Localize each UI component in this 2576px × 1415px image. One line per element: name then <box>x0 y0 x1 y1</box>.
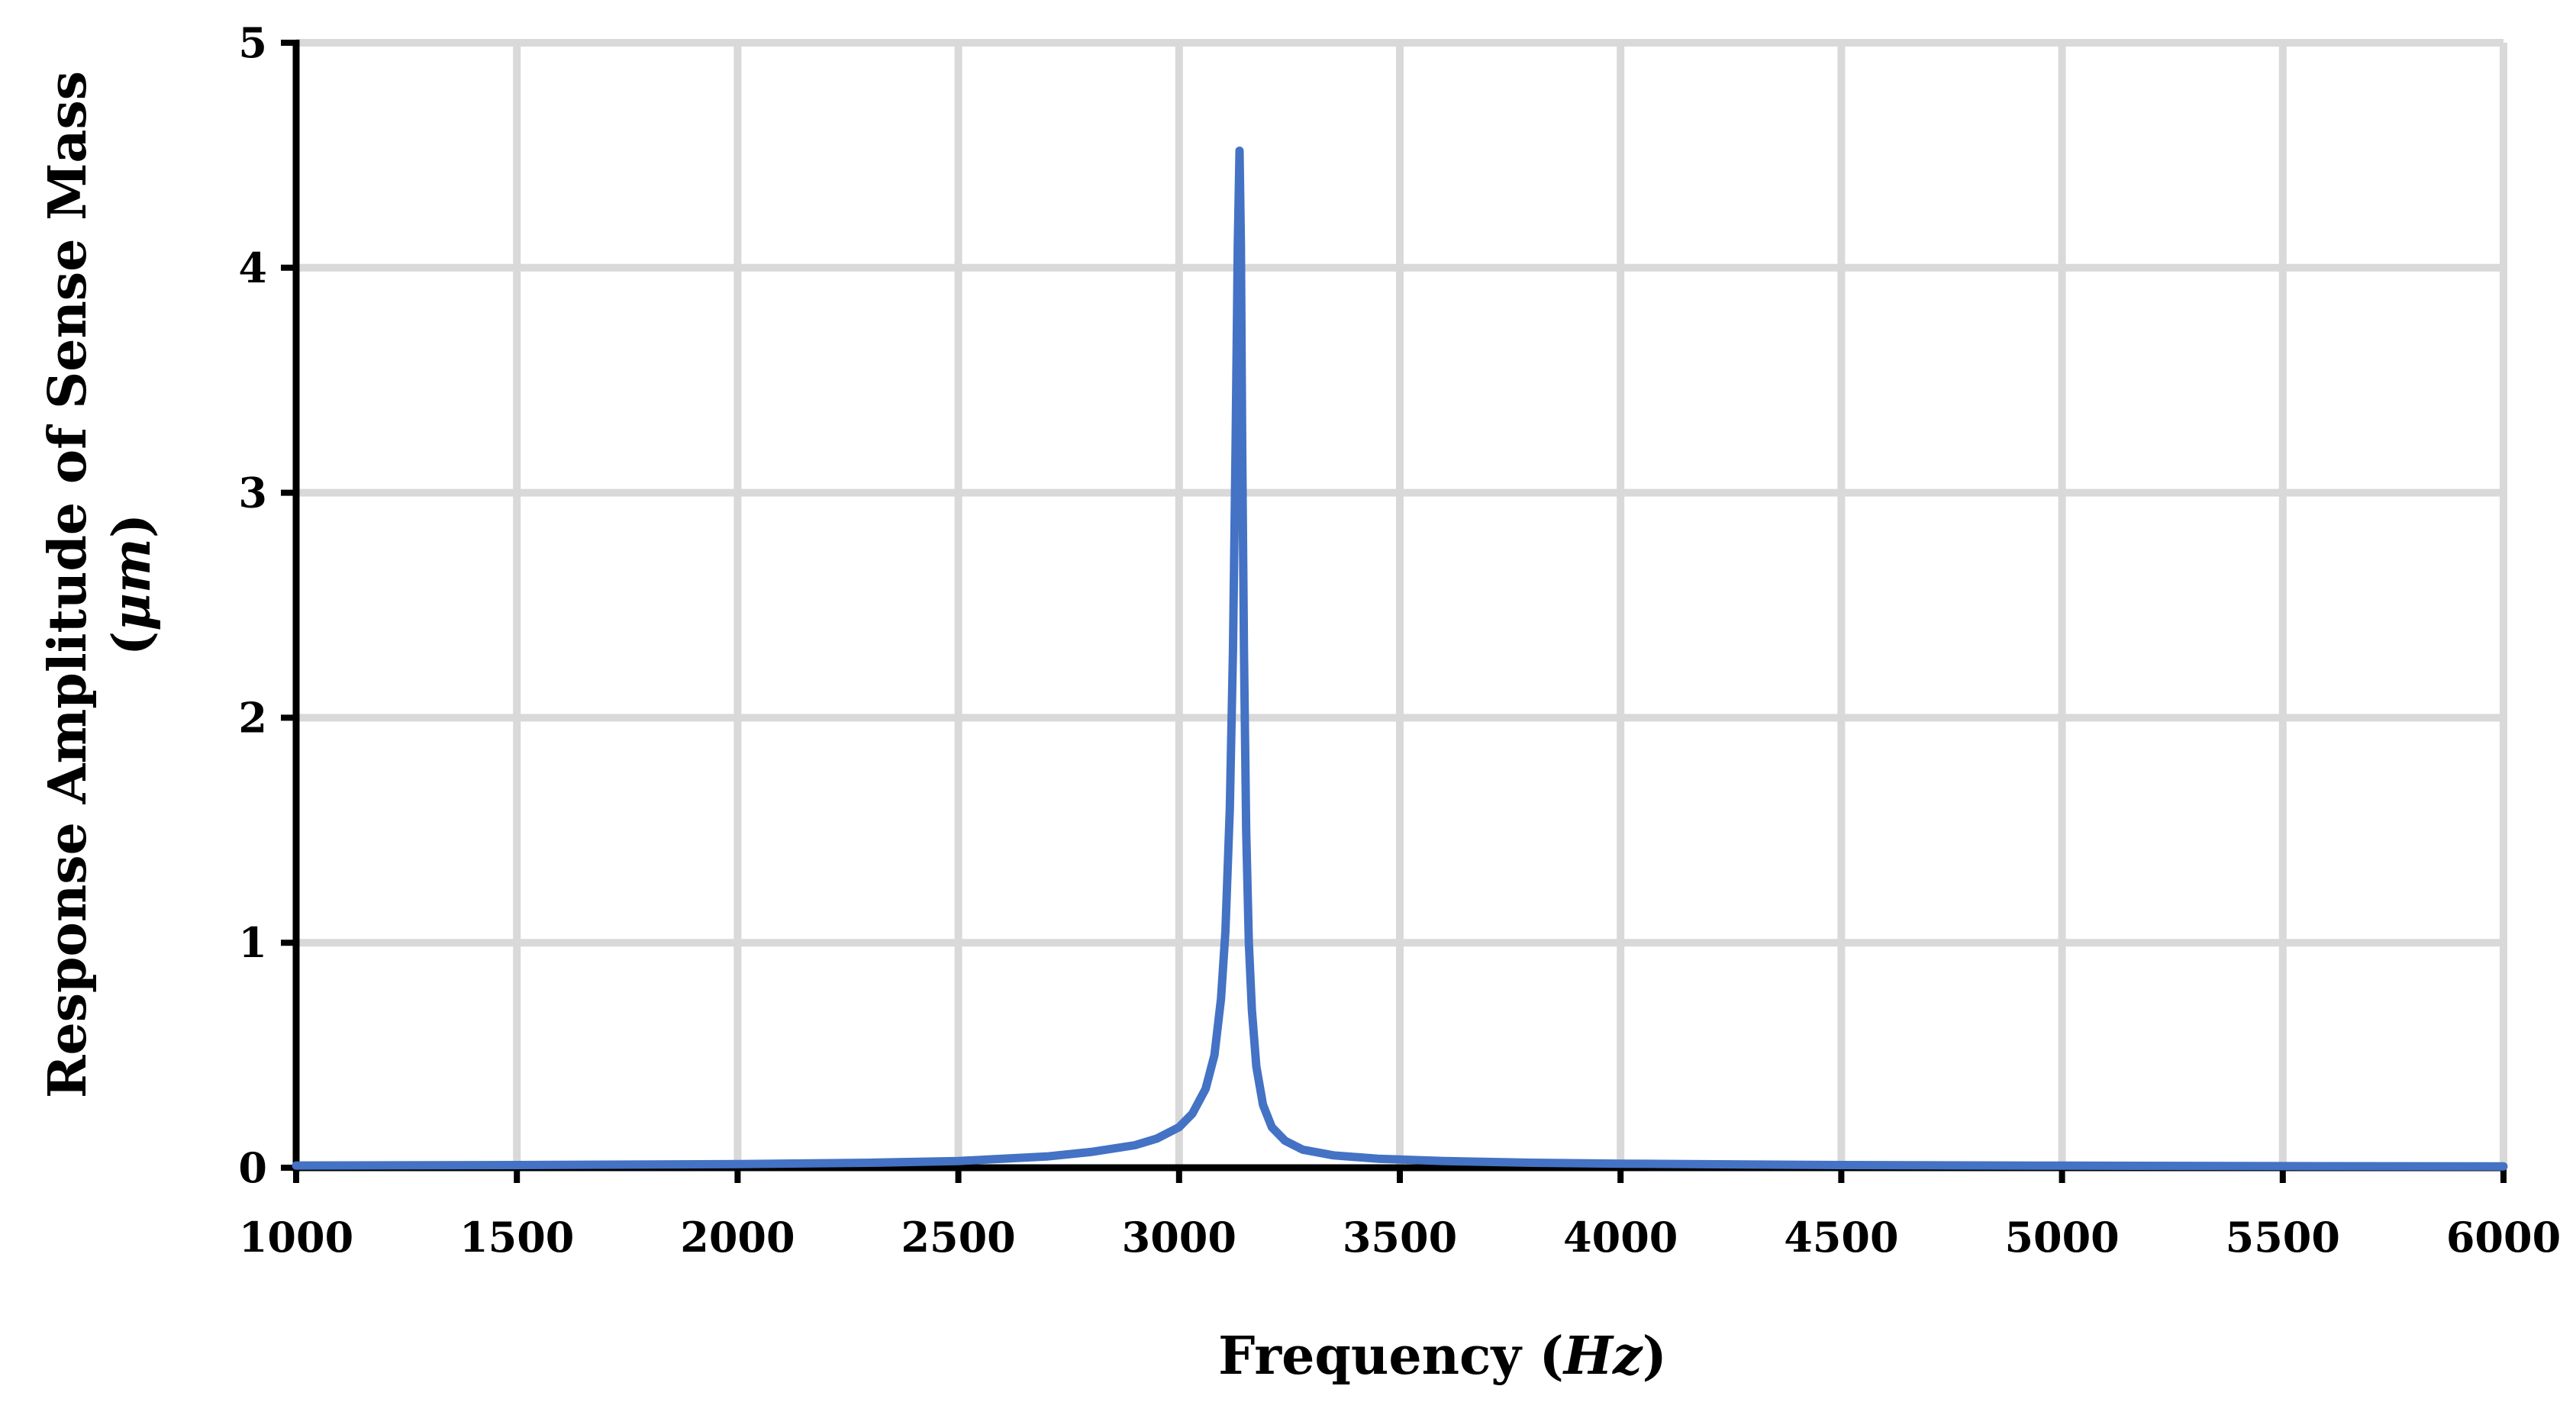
x-tick-label: 4000 <box>1563 1213 1678 1262</box>
y-tick-label: 4 <box>238 243 267 292</box>
chart-gridlines <box>296 39 2507 1168</box>
x-axis-tick-labels: 1000 1500 2000 2500 3000 3500 4000 4500 5000 5500… <box>239 1213 2561 1262</box>
x-tick-label: 5000 <box>2004 1213 2119 1262</box>
x-tick-label: 1000 <box>239 1213 353 1262</box>
y-tick-label: 2 <box>238 693 267 742</box>
series-line <box>292 147 2508 1171</box>
x-tick-label: 6000 <box>2446 1213 2561 1262</box>
y-axis-title-line2: (μm) <box>102 514 163 656</box>
y-axis-title: Response Amplitude of Sense Mass (μm) <box>37 71 163 1098</box>
x-tick-label: 1500 <box>459 1213 574 1262</box>
chart-series <box>292 147 2508 1171</box>
x-tick-label: 2000 <box>680 1213 795 1262</box>
y-tick-label: 1 <box>238 918 267 967</box>
y-tick-label: 0 <box>238 1143 267 1192</box>
y-tick-label: 5 <box>238 18 267 67</box>
x-tick-label: 2500 <box>901 1213 1015 1262</box>
x-tick-label: 5500 <box>2226 1213 2340 1262</box>
chart-axes <box>281 40 2507 1183</box>
x-tick-label: 3000 <box>1122 1213 1236 1262</box>
x-axis-title: Frequency (Hz) <box>1218 1326 1667 1387</box>
y-axis-tick-labels: 0 1 2 3 4 5 <box>238 18 267 1192</box>
y-tick-label: 3 <box>238 469 267 517</box>
x-tick-label: 3500 <box>1343 1213 1457 1262</box>
x-tick-label: 4500 <box>1784 1213 1898 1262</box>
y-axis-title-line1: Response Amplitude of Sense Mass <box>37 71 98 1098</box>
